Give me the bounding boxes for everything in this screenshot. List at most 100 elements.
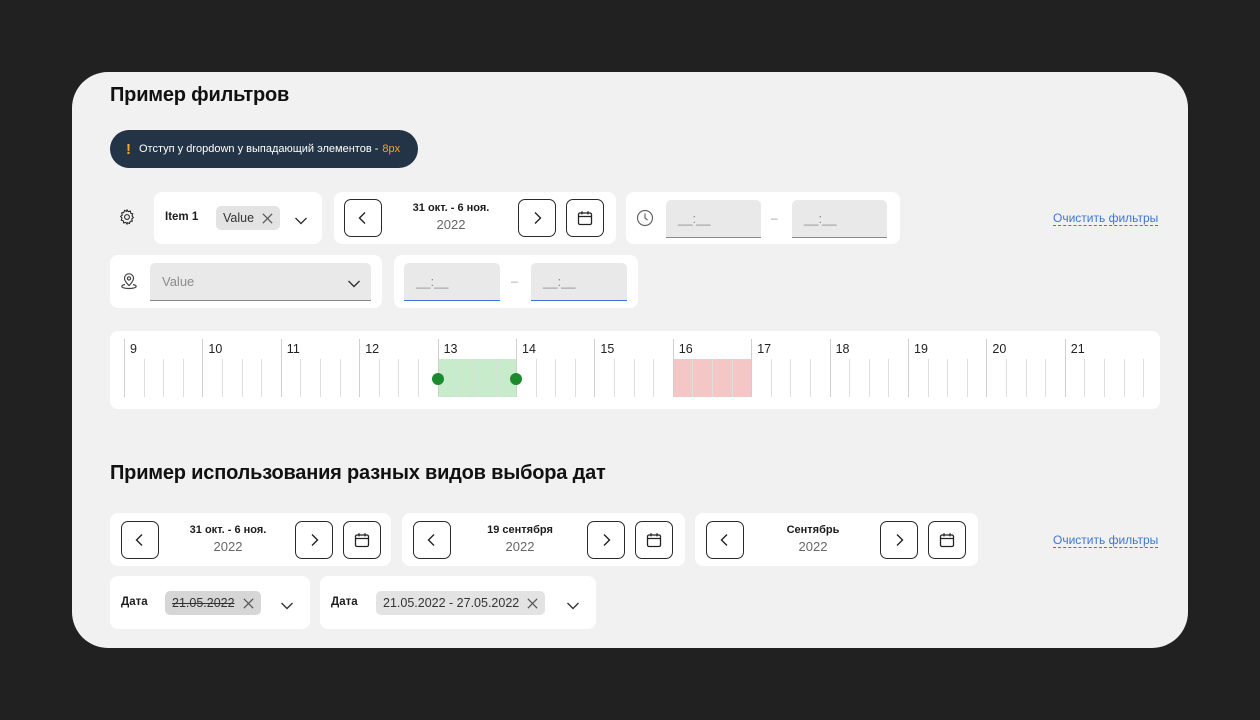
calendar-button[interactable] <box>928 521 966 559</box>
time-to-input[interactable]: __:__ <box>792 200 887 238</box>
date-filter-chip[interactable]: 21.05.2022 - 27.05.2022 <box>376 591 546 615</box>
calendar-icon <box>577 211 593 226</box>
timeline-tick <box>868 359 870 397</box>
item-filter-chip-text: Value <box>223 211 255 225</box>
close-icon[interactable] <box>261 212 274 225</box>
close-icon[interactable] <box>242 597 255 610</box>
timeline-hour-label: 20 <box>992 342 1007 356</box>
calendar-button[interactable] <box>343 521 381 559</box>
timeline-tick <box>849 359 851 397</box>
date-picker-day-line2: 2022 <box>505 539 535 554</box>
chevron-down-icon[interactable] <box>294 213 308 231</box>
timeline-tick <box>222 359 223 397</box>
timeline-hour-line <box>359 339 361 397</box>
next-button[interactable] <box>518 199 556 237</box>
time-separator: – <box>771 211 778 225</box>
timeline-hour-line <box>124 339 125 397</box>
calendar-icon <box>939 533 955 548</box>
date-picker-day: 19 сентября 2022 <box>402 513 685 566</box>
timeline-track[interactable]: 9 10 11 12 13 14 15 16 17 18 19 20 21 <box>124 331 1146 409</box>
timeline-tick <box>633 359 635 397</box>
timeline-tick <box>163 359 165 397</box>
timeline-tick <box>1006 359 1007 397</box>
timeline-tick <box>535 359 537 397</box>
timeline-selected-range[interactable] <box>437 359 516 397</box>
timeline-tick <box>653 359 655 397</box>
time-to-input-2[interactable]: __:__ <box>531 263 627 301</box>
timeline-tick <box>241 359 243 397</box>
date-picker-month-display: Сентябрь 2022 <box>754 524 872 554</box>
timeline-start-handle[interactable] <box>431 373 444 385</box>
timeline-tick <box>1123 359 1125 397</box>
timeline-tick <box>966 359 968 397</box>
timeline-tick <box>1143 359 1145 397</box>
timeline-busy-range <box>672 359 752 397</box>
item-filter-chip[interactable]: Value <box>216 206 281 230</box>
date-filter-single[interactable]: Дата 21.05.2022 <box>110 576 310 629</box>
timeline-hour-line <box>908 339 909 397</box>
timeline-tick <box>182 359 184 397</box>
timeline-tick <box>574 359 576 397</box>
chevron-right-icon <box>311 534 319 546</box>
timeline-tick <box>261 359 263 397</box>
close-icon[interactable] <box>526 597 539 610</box>
prev-button[interactable] <box>344 199 382 237</box>
clear-filters-link[interactable]: Очистить фильтры <box>1053 211 1159 226</box>
timeline-tick <box>810 359 811 397</box>
prev-button[interactable] <box>121 521 159 559</box>
chevron-down-icon[interactable] <box>280 598 294 616</box>
timeline-hour-line <box>1064 339 1066 397</box>
calendar-button[interactable] <box>566 199 604 237</box>
next-button[interactable] <box>880 521 918 559</box>
chevron-down-icon[interactable] <box>347 277 361 292</box>
chevron-right-icon <box>534 212 542 224</box>
timeline-tick <box>143 359 145 397</box>
timeline-hour-line <box>280 339 282 397</box>
timeline-hour-label: 21 <box>1070 342 1085 356</box>
date-picker-month-line1: Сентябрь <box>786 524 840 536</box>
timeline-tick <box>300 359 302 397</box>
timeline-tick <box>614 359 615 397</box>
chevron-left-icon <box>720 534 728 546</box>
clear-filters-link-2[interactable]: Очистить фильтры <box>1053 533 1159 548</box>
timeline-hour-label: 13 <box>443 342 458 356</box>
timeline-tick <box>378 359 380 397</box>
date-picker-day-display: 19 сентября 2022 <box>461 524 579 554</box>
prev-button[interactable] <box>706 521 744 559</box>
date-filter-chip[interactable]: 21.05.2022 <box>165 591 261 615</box>
timeline-tick <box>339 359 341 397</box>
notice-accent: 8px <box>382 143 401 155</box>
prev-button[interactable] <box>413 521 451 559</box>
next-button[interactable] <box>587 521 625 559</box>
timeline-tick <box>1104 359 1105 397</box>
item-filter-label: Item 1 <box>165 211 199 223</box>
date-range-display: 31 окт. - 6 ноя. 2022 <box>392 202 510 232</box>
date-filter-range[interactable]: Дата 21.05.2022 - 27.05.2022 <box>320 576 596 629</box>
chevron-right-icon <box>603 534 611 546</box>
gear-icon[interactable] <box>118 208 136 226</box>
date-range-line2: 2022 <box>436 217 466 232</box>
timeline-hour-line <box>829 339 831 397</box>
timeline-tick <box>496 359 498 397</box>
timeline-tick <box>790 359 792 397</box>
calendar-button[interactable] <box>635 521 673 559</box>
chevron-left-icon <box>358 212 366 224</box>
chevron-down-icon[interactable] <box>566 598 580 616</box>
date-picker-week: 31 окт. - 6 ноя. 2022 <box>110 513 391 566</box>
item-filter-card[interactable]: Item 1 Value <box>154 192 322 244</box>
location-select[interactable]: Value <box>150 263 371 301</box>
timeline-tick <box>731 359 733 397</box>
timeline-tick <box>927 359 929 397</box>
time-from-input[interactable]: __:__ <box>666 200 761 238</box>
next-button[interactable] <box>295 521 333 559</box>
time-from-input-2[interactable]: __:__ <box>404 263 500 301</box>
date-range-line1: 31 окт. - 6 ноя. <box>412 202 490 214</box>
timeline-tick <box>888 359 890 397</box>
notice-banner: ! Отступ у dropdown у выпадающий элемент… <box>110 130 419 168</box>
timeline-tick <box>320 359 321 397</box>
date-filter-label: Дата <box>331 596 358 608</box>
timeline-card[interactable]: 9 10 11 12 13 14 15 16 17 18 19 20 21 <box>110 331 1160 409</box>
timeline-end-handle[interactable] <box>510 373 522 385</box>
location-placeholder: Value <box>162 274 195 289</box>
timeline-hour-label: 17 <box>757 342 772 356</box>
